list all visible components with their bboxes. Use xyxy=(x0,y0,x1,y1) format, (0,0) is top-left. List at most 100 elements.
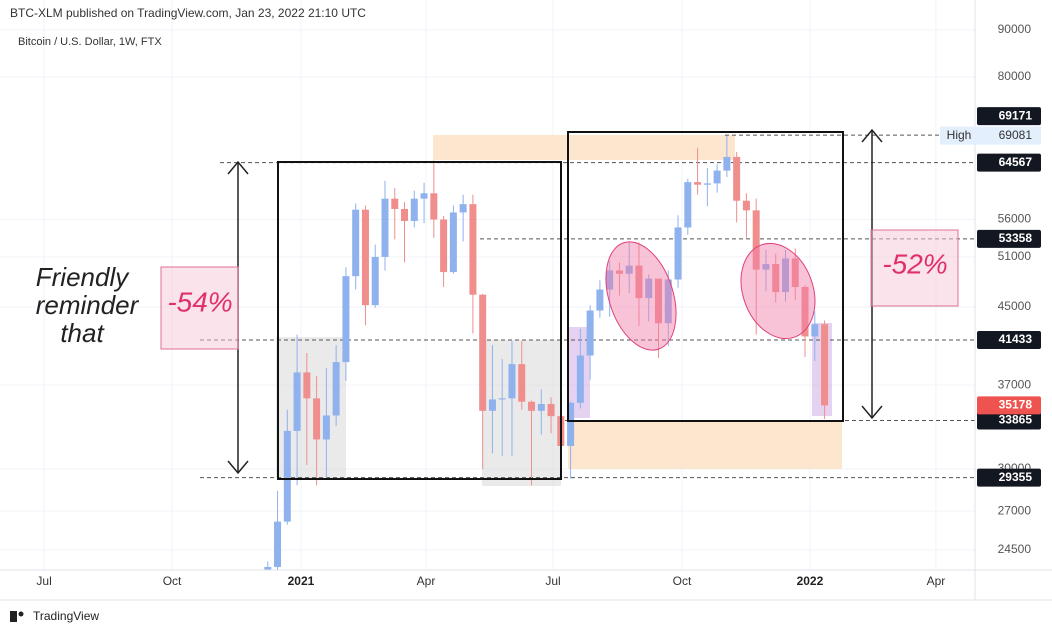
x-tick-label: 2021 xyxy=(288,574,315,588)
range-box xyxy=(567,131,844,422)
candle-body xyxy=(283,430,291,522)
candle-body xyxy=(332,362,340,416)
supply-zone xyxy=(433,135,735,160)
level-label: 53358 xyxy=(999,231,1033,245)
y-tick-label: 51000 xyxy=(998,249,1032,263)
branding: TradingView xyxy=(33,609,99,623)
level-box xyxy=(977,330,1041,349)
callout-text: -54% xyxy=(167,286,232,317)
candle-body xyxy=(264,566,272,570)
x-tick-label: Oct xyxy=(673,574,692,588)
level-box xyxy=(977,411,1041,430)
candle-body xyxy=(635,265,643,299)
candle-body xyxy=(528,401,536,411)
candle-body xyxy=(410,198,418,221)
candle-body xyxy=(615,270,623,274)
y-tick-label: 90000 xyxy=(998,22,1032,36)
level-label: 33865 xyxy=(999,413,1033,427)
candle-body xyxy=(684,182,692,228)
level-box xyxy=(977,468,1041,487)
x-tick-label: Apr xyxy=(417,574,436,588)
level-box xyxy=(977,229,1041,248)
candle-body xyxy=(469,204,477,295)
y-tick-label: 80000 xyxy=(998,69,1032,83)
candle-body xyxy=(811,324,819,337)
candle-body xyxy=(479,294,487,411)
candle-body xyxy=(293,372,301,431)
candle-body xyxy=(342,276,350,363)
candle-body xyxy=(420,193,428,199)
x-tick-label: Oct xyxy=(163,574,182,588)
y-tick-label: 24500 xyxy=(998,542,1032,556)
candle-body xyxy=(391,198,399,209)
candle-body xyxy=(401,208,409,221)
candle-body xyxy=(762,264,770,270)
candle-body xyxy=(576,355,584,403)
candle-body xyxy=(733,156,741,201)
candle-body xyxy=(459,204,467,213)
x-tick-label: Jul xyxy=(545,574,560,588)
candle-body xyxy=(440,219,448,273)
level-label: 29355 xyxy=(999,470,1033,484)
candle-body xyxy=(645,278,653,299)
candle-body xyxy=(801,287,809,337)
callout-text: -52% xyxy=(882,248,947,279)
callout-box xyxy=(160,266,239,350)
candle-body xyxy=(791,258,799,288)
level-box xyxy=(977,153,1041,172)
candle-body xyxy=(596,289,604,311)
candle-body xyxy=(694,182,702,185)
candle-body xyxy=(488,399,496,411)
candle-body xyxy=(322,415,330,440)
callout-box xyxy=(870,229,959,307)
y-tick-label: 27000 xyxy=(998,503,1032,517)
x-tick-label: Jul xyxy=(36,574,51,588)
candle-body xyxy=(752,210,760,270)
candle-body xyxy=(713,170,721,184)
candle-body xyxy=(430,193,438,220)
last-price-box xyxy=(977,396,1041,415)
candle-body xyxy=(781,258,789,293)
level-label: 69171 xyxy=(999,108,1033,122)
candle-body xyxy=(498,398,506,400)
candle-body xyxy=(537,403,545,411)
candle-body xyxy=(625,265,633,274)
candle-body xyxy=(449,212,457,273)
high-value-box xyxy=(977,126,1041,145)
drawings-top: -54% -52% Friendly reminder that xyxy=(36,128,959,480)
high-box xyxy=(940,126,977,145)
candle-body xyxy=(567,402,575,446)
candle-body xyxy=(723,156,731,171)
drawings xyxy=(276,135,842,486)
x-tick-label: 2022 xyxy=(797,574,824,588)
candle-body xyxy=(674,227,682,280)
grid xyxy=(0,0,975,570)
candle-body xyxy=(361,209,369,306)
range-box xyxy=(277,161,562,480)
candle-body xyxy=(772,264,780,293)
candle-body xyxy=(352,209,360,277)
candle-body xyxy=(664,279,672,324)
y-tick-label: 45000 xyxy=(998,299,1032,313)
x-tick-label: Apr xyxy=(927,574,946,588)
candle-body xyxy=(821,324,829,406)
note-text: reminder xyxy=(36,290,140,320)
highlight-ellipse xyxy=(740,242,816,340)
header: BTC-XLM published on TradingView.com, Ja… xyxy=(10,6,366,20)
high-value: 69081 xyxy=(999,128,1033,142)
candle-body xyxy=(371,256,379,306)
subtitle: Bitcoin / U.S. Dollar, 1W, FTX xyxy=(18,36,162,48)
candle-body xyxy=(274,521,282,567)
candle-body xyxy=(381,198,389,257)
highlight-ellipse xyxy=(605,241,677,351)
candle-body xyxy=(547,403,555,417)
candle-body xyxy=(586,310,594,356)
high-label: High xyxy=(947,128,972,142)
note-text: Friendly xyxy=(36,262,130,292)
candle-body xyxy=(742,200,750,211)
candle-body xyxy=(703,183,711,185)
note-text: that xyxy=(60,318,105,348)
y-tick-label: 37000 xyxy=(998,377,1032,391)
level-label: 64567 xyxy=(999,155,1033,169)
level-label: 41433 xyxy=(999,332,1033,346)
